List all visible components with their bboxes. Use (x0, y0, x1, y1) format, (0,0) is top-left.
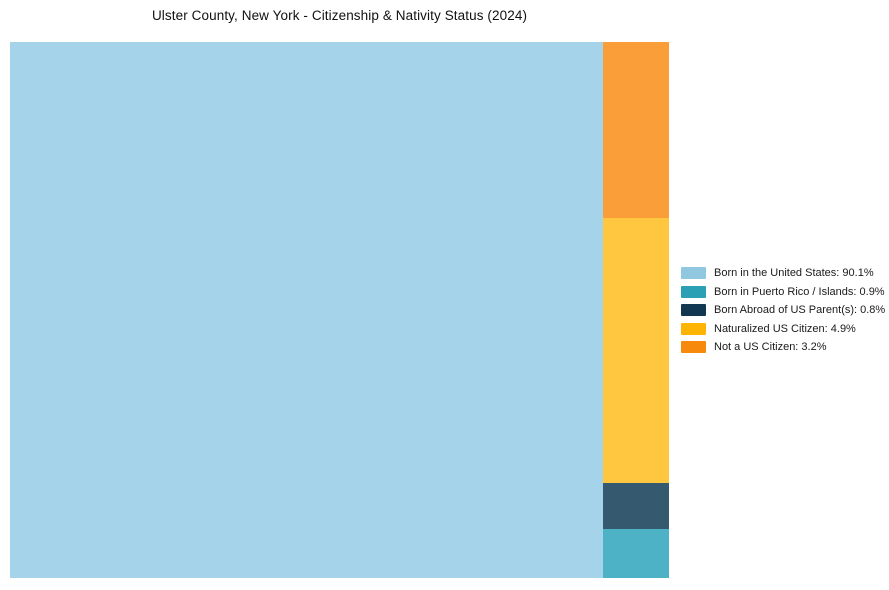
legend-item-naturalized-us-citizen: Naturalized US Citizen: 4.9% (681, 323, 885, 336)
legend-swatch-born-abroad-of-us-parents (681, 304, 706, 317)
legend: Born in the United States: 90.1% Born in… (681, 267, 885, 354)
treemap-block-naturalized-us-citizen (603, 218, 669, 483)
treemap-block-not-a-us-citizen (603, 42, 669, 218)
chart-title: Ulster County, New York - Citizenship & … (151, 8, 528, 23)
legend-item-not-a-us-citizen: Not a US Citizen: 3.2% (681, 341, 885, 354)
treemap-block-born-in-puerto-rico-islands (603, 529, 669, 578)
legend-item-born-in-puerto-rico-islands: Born in Puerto Rico / Islands: 0.9% (681, 286, 885, 299)
treemap-block-born-in-united-states (10, 42, 603, 578)
legend-item-born-in-united-states: Born in the United States: 90.1% (681, 267, 885, 280)
legend-label: Born in the United States: 90.1% (714, 267, 874, 279)
legend-label: Not a US Citizen: 3.2% (714, 341, 827, 353)
legend-item-born-abroad-of-us-parents: Born Abroad of US Parent(s): 0.8% (681, 304, 885, 317)
legend-label: Born Abroad of US Parent(s): 0.8% (714, 304, 886, 316)
legend-swatch-naturalized-us-citizen (681, 322, 706, 335)
legend-swatch-born-in-united-states (681, 267, 706, 280)
legend-label: Naturalized US Citizen: 4.9% (714, 322, 856, 335)
legend-label: Born in Puerto Rico / Islands: 0.9% (714, 285, 885, 298)
legend-swatch-born-in-puerto-rico-islands (681, 285, 706, 298)
treemap-block-born-abroad-of-us-parents (603, 483, 669, 529)
treemap-plot (10, 42, 669, 578)
legend-swatch-not-a-us-citizen (681, 341, 706, 354)
